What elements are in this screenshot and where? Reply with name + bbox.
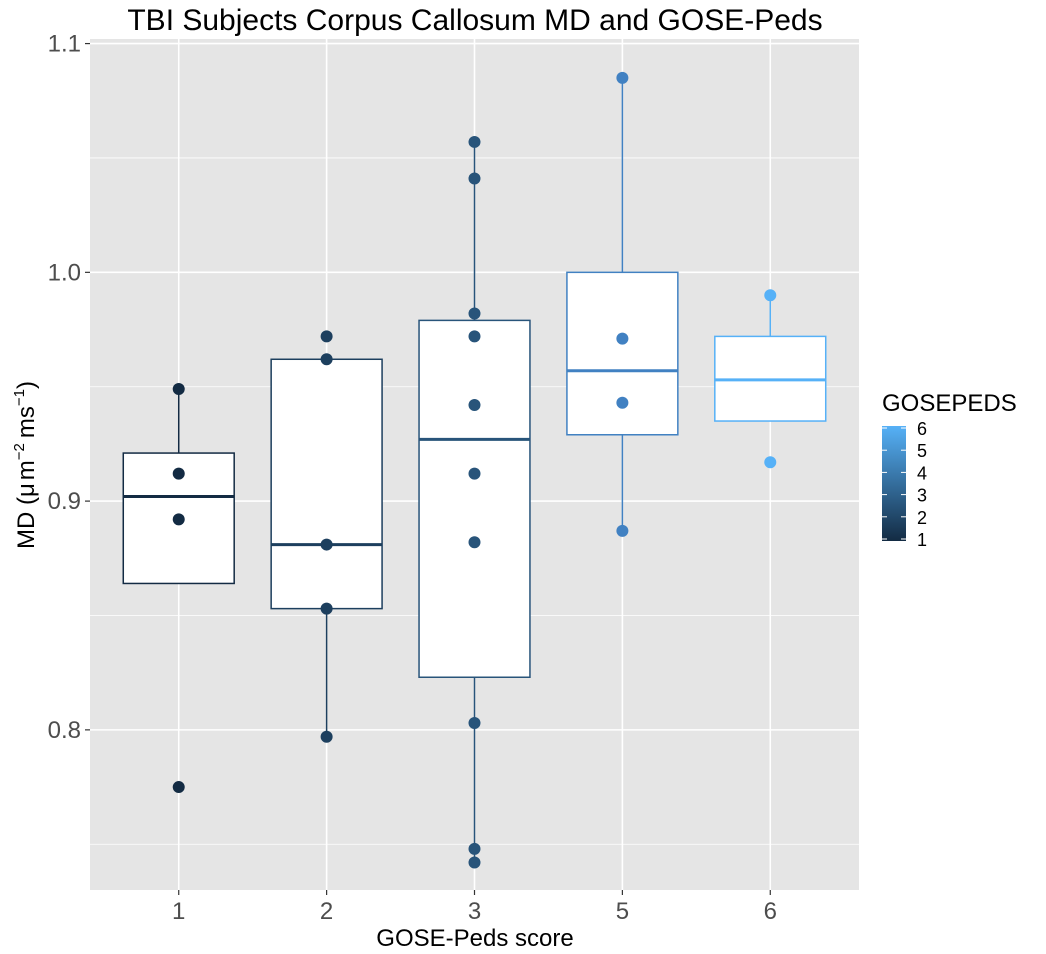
y-axis-title-exp1: −2 bbox=[11, 443, 28, 460]
legend-ticks: 654 321 bbox=[882, 419, 927, 550]
y-axis-title-prefix: MD ( bbox=[13, 497, 40, 549]
y-axis-title-suffix: ) bbox=[13, 381, 40, 389]
data-point bbox=[468, 307, 481, 320]
data-point bbox=[616, 71, 629, 84]
data-point bbox=[616, 396, 629, 409]
data-point bbox=[320, 602, 333, 615]
legend-label: 6 bbox=[917, 419, 927, 439]
x-axis: 1 2 3 5 6 bbox=[172, 890, 777, 925]
data-point bbox=[764, 456, 777, 469]
data-point bbox=[172, 781, 185, 794]
legend-colorbar bbox=[882, 426, 906, 541]
data-point bbox=[320, 730, 333, 743]
box bbox=[270, 358, 383, 610]
y-axis-title-exp2: −1 bbox=[11, 389, 28, 406]
y-axis-title-ms: ms bbox=[13, 406, 40, 438]
y-axis-title: MD (μm−2 ms−1) bbox=[11, 381, 40, 549]
data-point bbox=[468, 135, 481, 148]
legend-title: GOSEPEDS bbox=[882, 390, 1017, 417]
y-tick-label: 1.1 bbox=[48, 31, 81, 58]
y-tick-label: 1.0 bbox=[48, 259, 81, 286]
y-axis-title-m: m bbox=[13, 460, 40, 480]
data-point bbox=[468, 330, 481, 343]
x-tick-label: 2 bbox=[320, 898, 333, 925]
data-point bbox=[468, 172, 481, 185]
data-point bbox=[616, 332, 629, 345]
x-tick-label: 3 bbox=[468, 898, 481, 925]
data-points bbox=[172, 71, 777, 869]
box bbox=[566, 271, 679, 436]
data-point bbox=[172, 513, 185, 526]
data-point bbox=[468, 399, 481, 412]
legend-label: 4 bbox=[917, 463, 927, 483]
x-tick-label: 5 bbox=[616, 898, 629, 925]
data-point bbox=[320, 330, 333, 343]
y-axis: 0.8 0.9 1.0 1.1 bbox=[48, 31, 90, 744]
data-point bbox=[172, 467, 185, 480]
data-point bbox=[468, 856, 481, 869]
x-tick-label: 1 bbox=[172, 898, 185, 925]
legend-label: 1 bbox=[917, 530, 927, 550]
box bbox=[418, 319, 531, 678]
y-axis-title-mu: μ bbox=[13, 483, 40, 497]
data-point bbox=[764, 289, 777, 302]
data-point bbox=[468, 467, 481, 480]
data-point bbox=[320, 353, 333, 366]
data-point bbox=[616, 524, 629, 537]
legend: GOSEPEDS 654 321 bbox=[882, 390, 1017, 550]
data-point bbox=[468, 717, 481, 730]
data-point bbox=[172, 383, 185, 396]
data-point bbox=[468, 842, 481, 855]
x-axis-title: GOSE-Peds score bbox=[376, 925, 573, 952]
data-point bbox=[468, 536, 481, 549]
data-point bbox=[320, 538, 333, 551]
y-tick-label: 0.8 bbox=[48, 717, 81, 744]
x-tick-label: 6 bbox=[764, 898, 777, 925]
legend-label: 2 bbox=[917, 508, 927, 528]
legend-label: 5 bbox=[917, 441, 927, 461]
y-tick-label: 0.9 bbox=[48, 488, 81, 515]
chart-title: TBI Subjects Corpus Callosum MD and GOSE… bbox=[127, 4, 822, 37]
legend-label: 3 bbox=[917, 486, 927, 506]
boxplots bbox=[122, 77, 827, 863]
